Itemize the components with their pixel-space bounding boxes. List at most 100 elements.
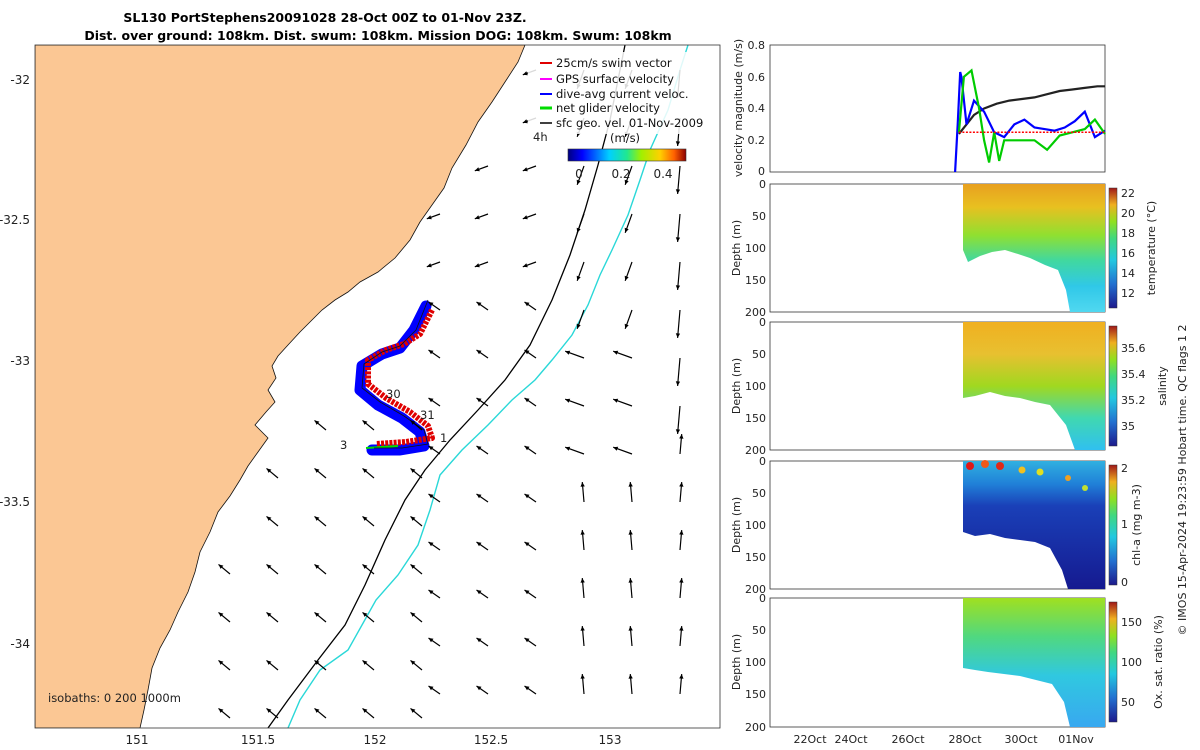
map-y-axis: -32 -32.5 -33 -33.5 -34: [0, 73, 30, 651]
velocity-arrow-head: [362, 564, 368, 569]
velocity-arrow-head: [675, 429, 681, 434]
temperature-y-label: Depth (m): [730, 220, 743, 276]
oxygen-y-label: Depth (m): [730, 634, 743, 690]
velocity-arrow-head: [428, 494, 434, 499]
velocity-arrow-head: [410, 564, 416, 569]
velocity-arrow-head: [524, 398, 530, 403]
time-x-tick: 28Oct: [948, 733, 982, 746]
velocity-arrow-head: [628, 626, 633, 631]
time-x-tick: 26Oct: [891, 733, 925, 746]
velocity-arrow-head: [522, 263, 528, 268]
velocity-arrow-head: [522, 215, 528, 220]
velocity-arrow-head: [624, 179, 629, 185]
velocity-arrow-head: [362, 468, 368, 473]
map-frame: [34, 44, 721, 729]
velocity-arrow-head: [428, 638, 434, 643]
oxygen-cbar-label: Ox. sat. ratio (%): [1152, 615, 1165, 709]
velocity-arrow-head: [624, 227, 629, 233]
velocity-y-tick: 0: [758, 165, 765, 178]
isobath-200m: [267, 45, 626, 728]
legend-label: 25cm/s swim vector: [556, 56, 672, 70]
oxygen-y-tick: 50: [752, 624, 766, 637]
colorbar-tick: 0.4: [653, 167, 672, 181]
time-x-tick: 22Oct: [793, 733, 827, 746]
velocity-arrow-head: [362, 660, 368, 665]
map-y-tick: -32: [10, 73, 30, 87]
temperature-panel: 0 50 100 150 200 Depth (m) 12 14 16 18 2…: [730, 178, 1158, 319]
chla-hotspot: [1036, 468, 1044, 476]
velocity-arrow-head: [266, 564, 272, 569]
chla-hotspot: [1082, 485, 1088, 491]
chla-y-tick: 100: [745, 519, 766, 532]
colorbar-tick: 0.2: [611, 167, 630, 181]
velocity-arrow-head: [580, 530, 585, 535]
temperature-y-tick: 200: [745, 306, 766, 319]
velocity-arrow-head: [679, 674, 684, 679]
chla-hotspot: [966, 462, 974, 470]
velocity-arrow-head: [679, 578, 684, 583]
velocity-arrow-head: [580, 626, 585, 631]
map-legend: 25cm/s swim vector GPS surface velocity …: [528, 52, 718, 134]
map-x-axis: 151 151.5 152 152.5 153: [126, 733, 622, 747]
velocity-arrow-head: [476, 686, 482, 691]
oxygen-y-tick: 100: [745, 656, 766, 669]
velocity-arrow-head: [314, 708, 320, 713]
chla-y-tick: 150: [745, 551, 766, 564]
velocity-arrow-head: [565, 350, 571, 355]
velocity-arrow-head: [675, 189, 681, 194]
velocity-arrow-head: [628, 578, 633, 583]
velocity-series-line: [957, 68, 1106, 163]
map-colorbar: (m/s) 0 0.2 0.4: [567, 131, 687, 181]
legend-label: sfc geo. vel. 01-Nov-2009: [556, 116, 703, 130]
oxygen-y-tick: 200: [745, 721, 766, 734]
velocity-arrow-head: [524, 350, 530, 355]
salinity-y-tick: 150: [745, 412, 766, 425]
velocity-arrow-head: [428, 686, 434, 691]
time-x-tick: 30Oct: [1004, 733, 1038, 746]
map-x-tick: 151: [126, 733, 149, 747]
chla-y-tick: 0: [759, 455, 766, 468]
colorbar-label: (m/s): [610, 131, 640, 145]
temperature-y-tick: 100: [745, 242, 766, 255]
map-y-tick: -33.5: [0, 495, 30, 509]
velocity-arrow-head: [362, 516, 368, 521]
track-centre-line: [361, 299, 429, 449]
oxygen-y-tick: 150: [745, 688, 766, 701]
velocity-arrow-head: [565, 446, 571, 451]
velocity-arrow-head: [218, 612, 224, 617]
velocity-arrow-head: [426, 215, 432, 220]
velocity-arrow-head: [524, 590, 530, 595]
chla-cbar-tick: 0: [1121, 576, 1128, 589]
velocity-arrow-head: [410, 420, 416, 425]
colorbar-tick: 0: [575, 167, 583, 181]
map-y-tick: -32.5: [0, 213, 30, 227]
temperature-y-tick: 50: [752, 210, 766, 223]
velocity-arrow: [677, 213, 681, 242]
velocity-arrow-head: [426, 263, 432, 268]
velocity-arrow-head: [428, 590, 434, 595]
velocity-arrow-head: [580, 578, 585, 583]
velocity-arrow-head: [476, 542, 482, 547]
velocity-arrow-head: [218, 660, 224, 665]
temperature-y-tick: 0: [759, 178, 766, 191]
velocity-arrow-head: [218, 564, 224, 569]
credit-footer: © IMOS 15-Apr-2024 19:23:59 Hobart time.…: [1176, 325, 1189, 636]
velocity-arrow-head: [524, 494, 530, 499]
legend-box: [528, 52, 718, 134]
salinity-cbar-tick: 35.2: [1121, 394, 1146, 407]
velocity-arrow-head: [576, 275, 581, 281]
salinity-cbar-tick: 35.6: [1121, 342, 1146, 355]
chla-section: [963, 461, 1105, 589]
salinity-panel: 0 50 100 150 200 Depth (m) 35 35.2 35.4 …: [730, 316, 1169, 457]
velocity-arrow-head: [580, 674, 585, 679]
salinity-cbar-tick: 35: [1121, 420, 1135, 433]
velocity-arrow-head: [410, 516, 416, 521]
velocity-arrow-head: [524, 542, 530, 547]
velocity-arrow-head: [675, 333, 681, 338]
velocity-arrow: [677, 405, 681, 434]
chla-panel: 0 50 100 150 200 Depth (m) 0 1 2 chl-a (…: [730, 455, 1143, 596]
velocity-arrow-head: [410, 612, 416, 617]
map-x-tick: 151.5: [241, 733, 275, 747]
velocity-arrow-head: [613, 398, 619, 403]
velocity-arrow-head: [675, 285, 681, 290]
